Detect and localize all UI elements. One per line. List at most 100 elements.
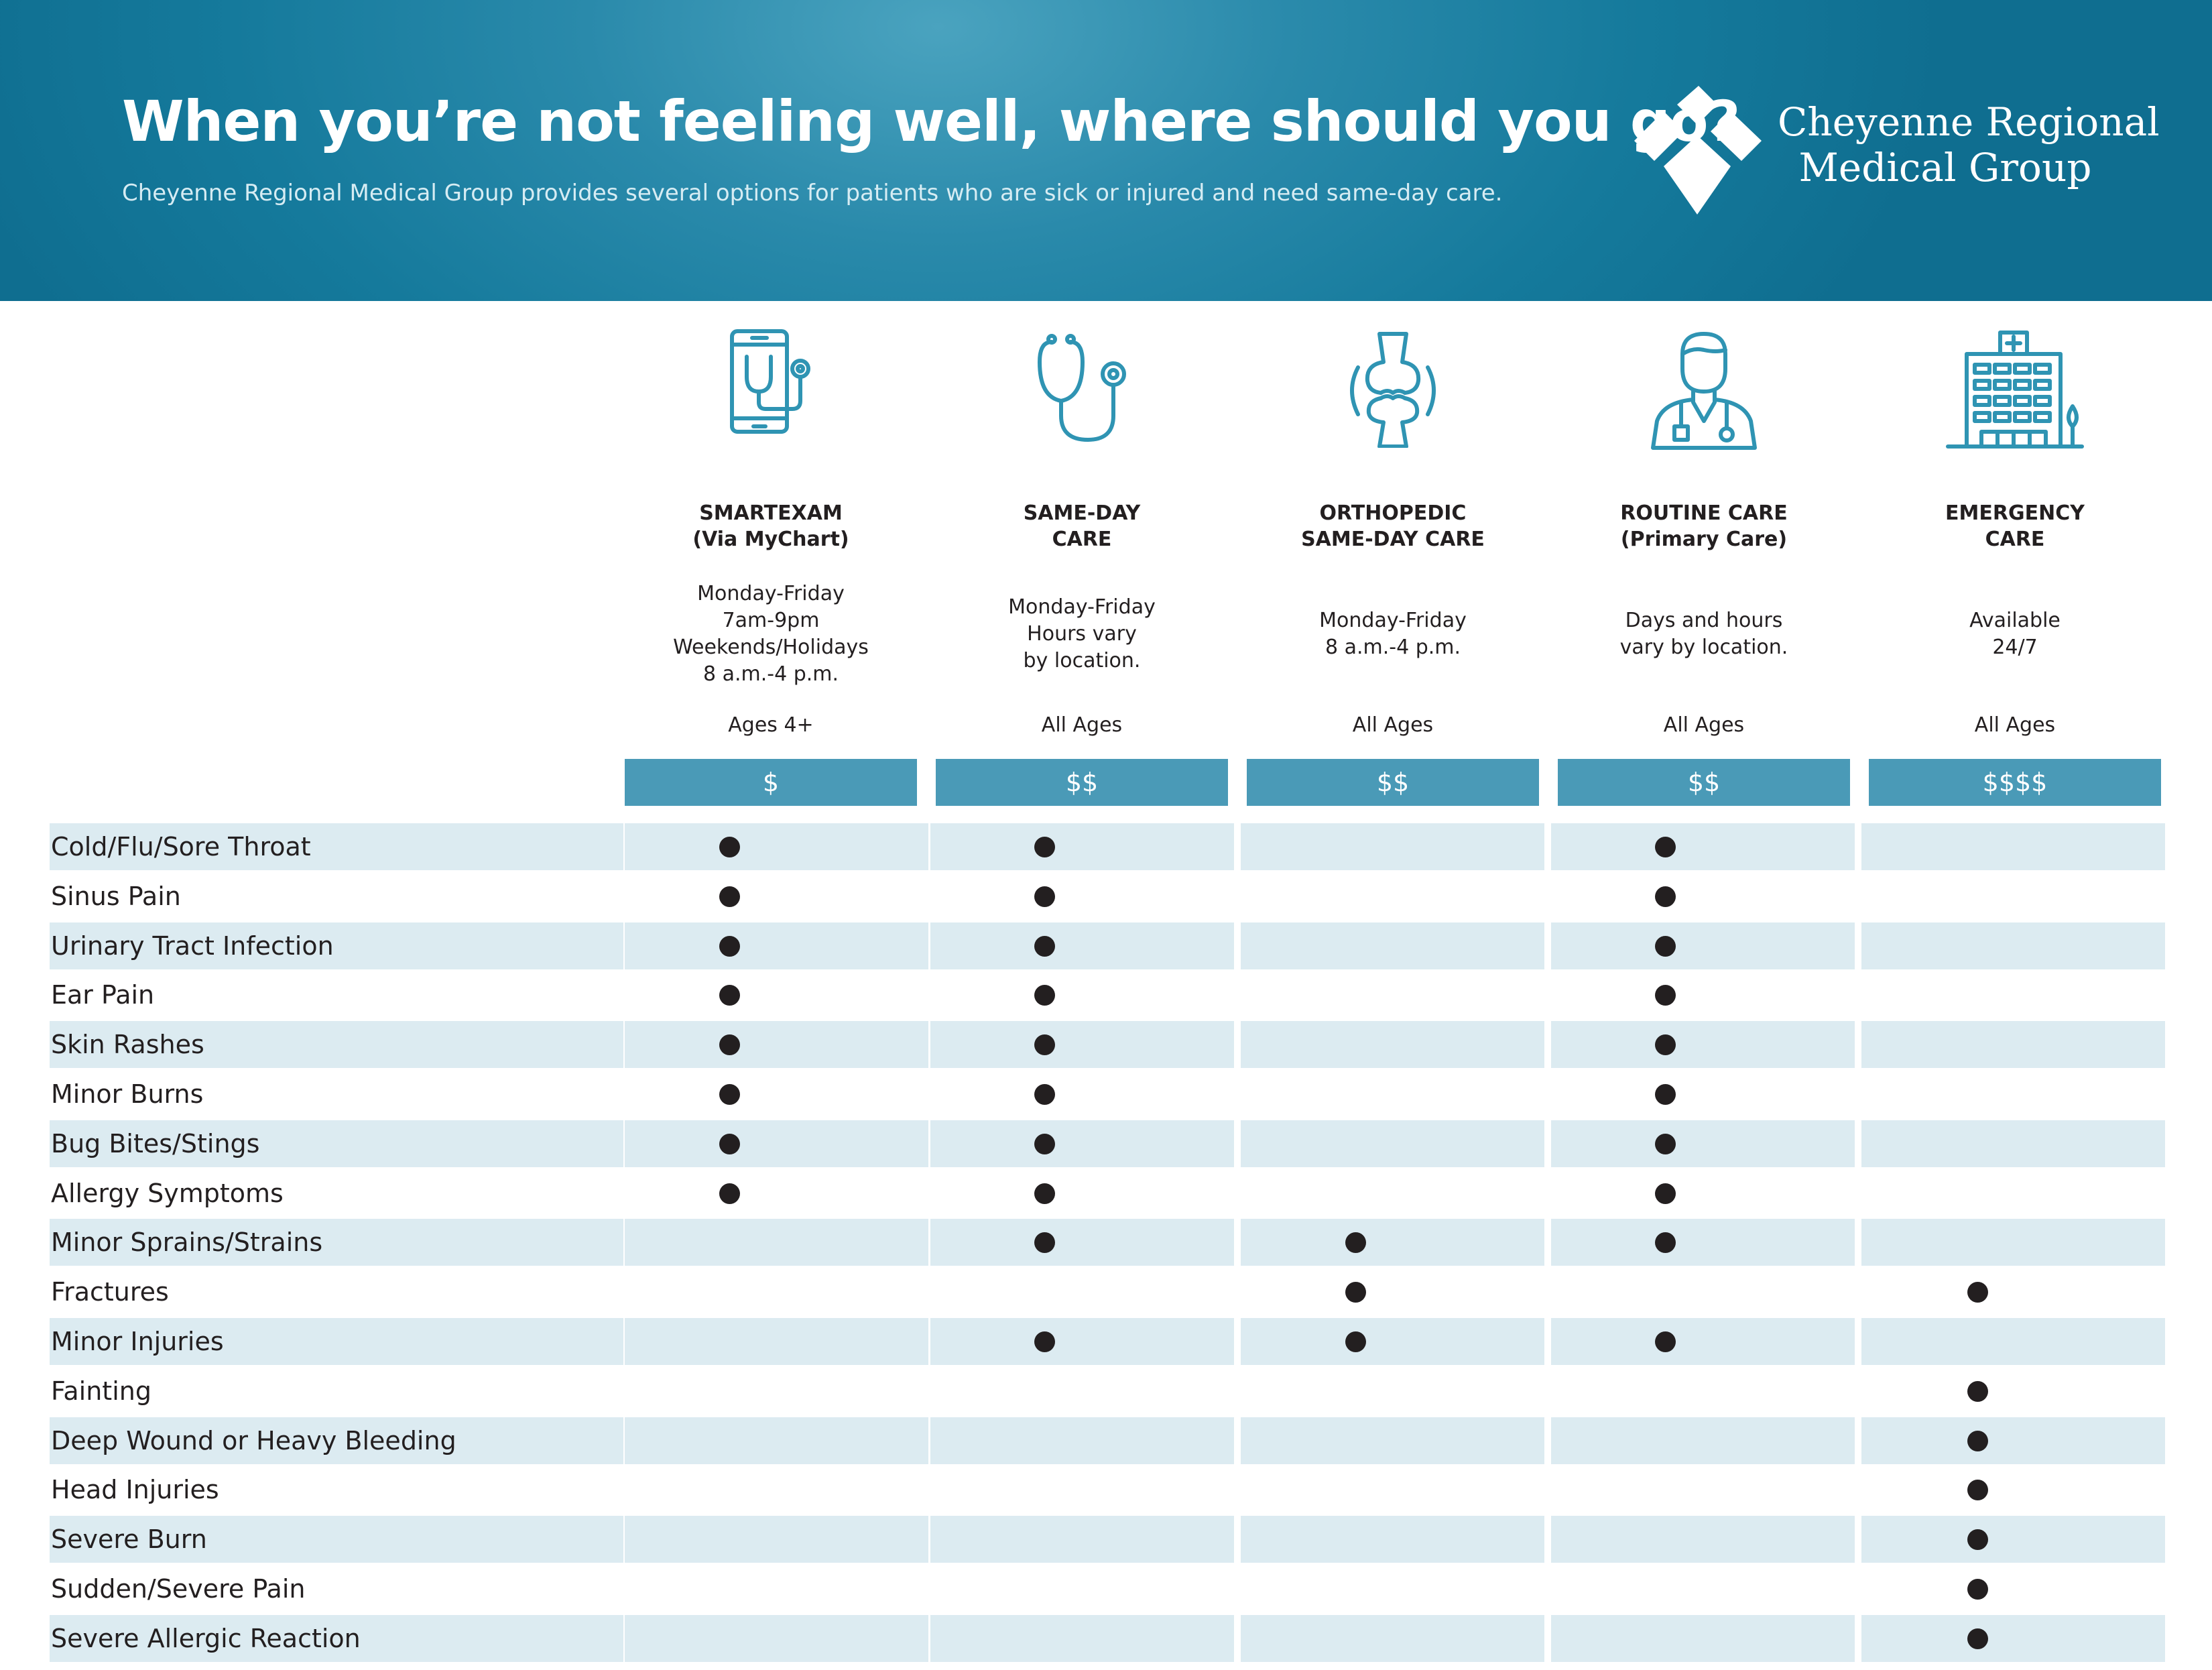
cost-badge: $$ [1558, 759, 1850, 806]
hours-line: Hours vary [1027, 622, 1137, 646]
stethoscope-icon [936, 327, 1228, 468]
table-cell [625, 1615, 928, 1662]
table-cell [1241, 823, 1544, 870]
header-banner: When you’re not feeling well, where shou… [0, 0, 2212, 301]
column-hours: Monday-Friday 8 a.m.-4 p.m. [1247, 607, 1539, 661]
smartphone-stethoscope-icon [625, 327, 917, 468]
table-cell [930, 922, 1234, 969]
table-cell [1241, 1466, 1544, 1513]
table-row: Severe Allergic Reaction [50, 1615, 2165, 1662]
brand-wordmark: Cheyenne Regional Medical Group [1778, 99, 2160, 190]
table-cell [1241, 922, 1544, 969]
symptom-label: Minor Burns [51, 1079, 204, 1109]
table-cell [930, 1219, 1234, 1266]
table-cell [1861, 873, 2165, 920]
availability-dot [1655, 1134, 1676, 1154]
column-title-line-1: SAME-DAY [1023, 501, 1141, 525]
table-cell [1861, 971, 2165, 1018]
availability-dot [1655, 1084, 1676, 1105]
cost-badge: $ [625, 759, 917, 806]
table-cell [625, 873, 928, 920]
availability-dot [1034, 1183, 1055, 1204]
column-title-line-2: (Via MyChart) [692, 528, 849, 551]
availability-dot [1034, 985, 1055, 1006]
table-cell [1551, 1318, 1855, 1365]
availability-dot [1655, 1034, 1676, 1055]
hours-line: 8 a.m.-4 p.m. [1325, 636, 1461, 659]
symptom-label: Bug Bites/Stings [50, 1120, 623, 1167]
table-cell [930, 1021, 1234, 1068]
hours-line: Monday-Friday [697, 582, 845, 605]
table-cell [1551, 823, 1855, 870]
symptom-label: Allergy Symptoms [51, 1179, 284, 1208]
table-row: Bug Bites/Stings [50, 1120, 2165, 1167]
availability-dot [1034, 1134, 1055, 1154]
column-title: EMERGENCY CARE [1869, 500, 2161, 552]
table-cell [930, 1318, 1234, 1365]
table-cell [625, 922, 928, 969]
table-row: Ear Pain [50, 971, 2162, 1018]
column-title-line-1: SMARTEXAM [699, 501, 843, 525]
column-title-line-1: EMERGENCY [1945, 501, 2085, 525]
column-title-line-2: SAME-DAY CARE [1301, 528, 1485, 551]
table-cell [1551, 922, 1855, 969]
table-row: Minor Sprains/Strains [50, 1219, 2165, 1266]
table-cell [1551, 1268, 1855, 1315]
symptom-label: Fainting [51, 1376, 151, 1406]
cost-badge: $$ [936, 759, 1228, 806]
table-cell [625, 1466, 928, 1513]
table-row: Fainting [50, 1368, 2162, 1415]
column-hours: Monday-Friday 7am-9pm Weekends/Holidays … [625, 581, 917, 688]
table-cell [1241, 1268, 1544, 1315]
table-cell [1861, 1565, 2165, 1612]
table-cell [625, 1268, 928, 1315]
table-cell [1861, 1516, 2165, 1563]
table-cell [1241, 1170, 1544, 1217]
table-row: Head Injuries [50, 1466, 2162, 1513]
symptom-label: Deep Wound or Heavy Bleeding [50, 1417, 623, 1464]
table-cell [1241, 1417, 1544, 1464]
table-cell [930, 1516, 1234, 1563]
table-cell [1551, 1565, 1855, 1612]
availability-dot [1655, 1331, 1676, 1352]
table-cell [1241, 971, 1544, 1018]
availability-dot [1967, 1529, 1988, 1550]
table-cell [1551, 1516, 1855, 1563]
availability-dot [719, 1034, 740, 1055]
table-cell [1861, 1368, 2165, 1415]
availability-dot [1967, 1480, 1988, 1500]
table-cell [1861, 823, 2165, 870]
table-cell [625, 1368, 928, 1415]
table-cell [1861, 1268, 2165, 1315]
table-row: Allergy Symptoms [50, 1170, 2162, 1217]
symptom-label: Cold/Flu/Sore Throat [50, 823, 623, 870]
availability-dot [1034, 886, 1055, 907]
column-title: SMARTEXAM (Via MyChart) [625, 500, 917, 552]
table-cell [930, 1466, 1234, 1513]
hours-line: Monday-Friday [1008, 595, 1156, 619]
availability-dot [1967, 1579, 1988, 1600]
table-cell [930, 971, 1234, 1018]
availability-dot [1655, 1183, 1676, 1204]
table-row: Minor Injuries [50, 1318, 2165, 1365]
symptom-label: Ear Pain [51, 980, 155, 1010]
symptom-label: Minor Injuries [50, 1318, 623, 1365]
availability-dot [1967, 1431, 1988, 1451]
hours-line: vary by location. [1619, 636, 1788, 659]
column-title-line-1: ROUTINE CARE [1620, 501, 1788, 525]
table-cell [625, 1071, 928, 1118]
table-cell [1551, 1021, 1855, 1068]
column-title: SAME-DAY CARE [936, 500, 1228, 552]
diamond-quadrant-logo-icon [1634, 86, 1762, 215]
table-cell [1861, 1466, 2165, 1513]
table-cell [625, 1318, 928, 1365]
column-hours: Available 24/7 [1869, 607, 2161, 661]
column-title-line-1: ORTHOPEDIC [1319, 501, 1467, 525]
symptom-label: Fractures [51, 1277, 169, 1307]
hours-line: Weekends/Holidays [673, 636, 869, 659]
availability-dot [1967, 1381, 1988, 1402]
column-title-line-2: CARE [1985, 528, 2045, 551]
symptom-label: Urinary Tract Infection [50, 922, 623, 969]
table-cell [625, 1170, 928, 1217]
hours-line: Monday-Friday [1319, 609, 1467, 632]
